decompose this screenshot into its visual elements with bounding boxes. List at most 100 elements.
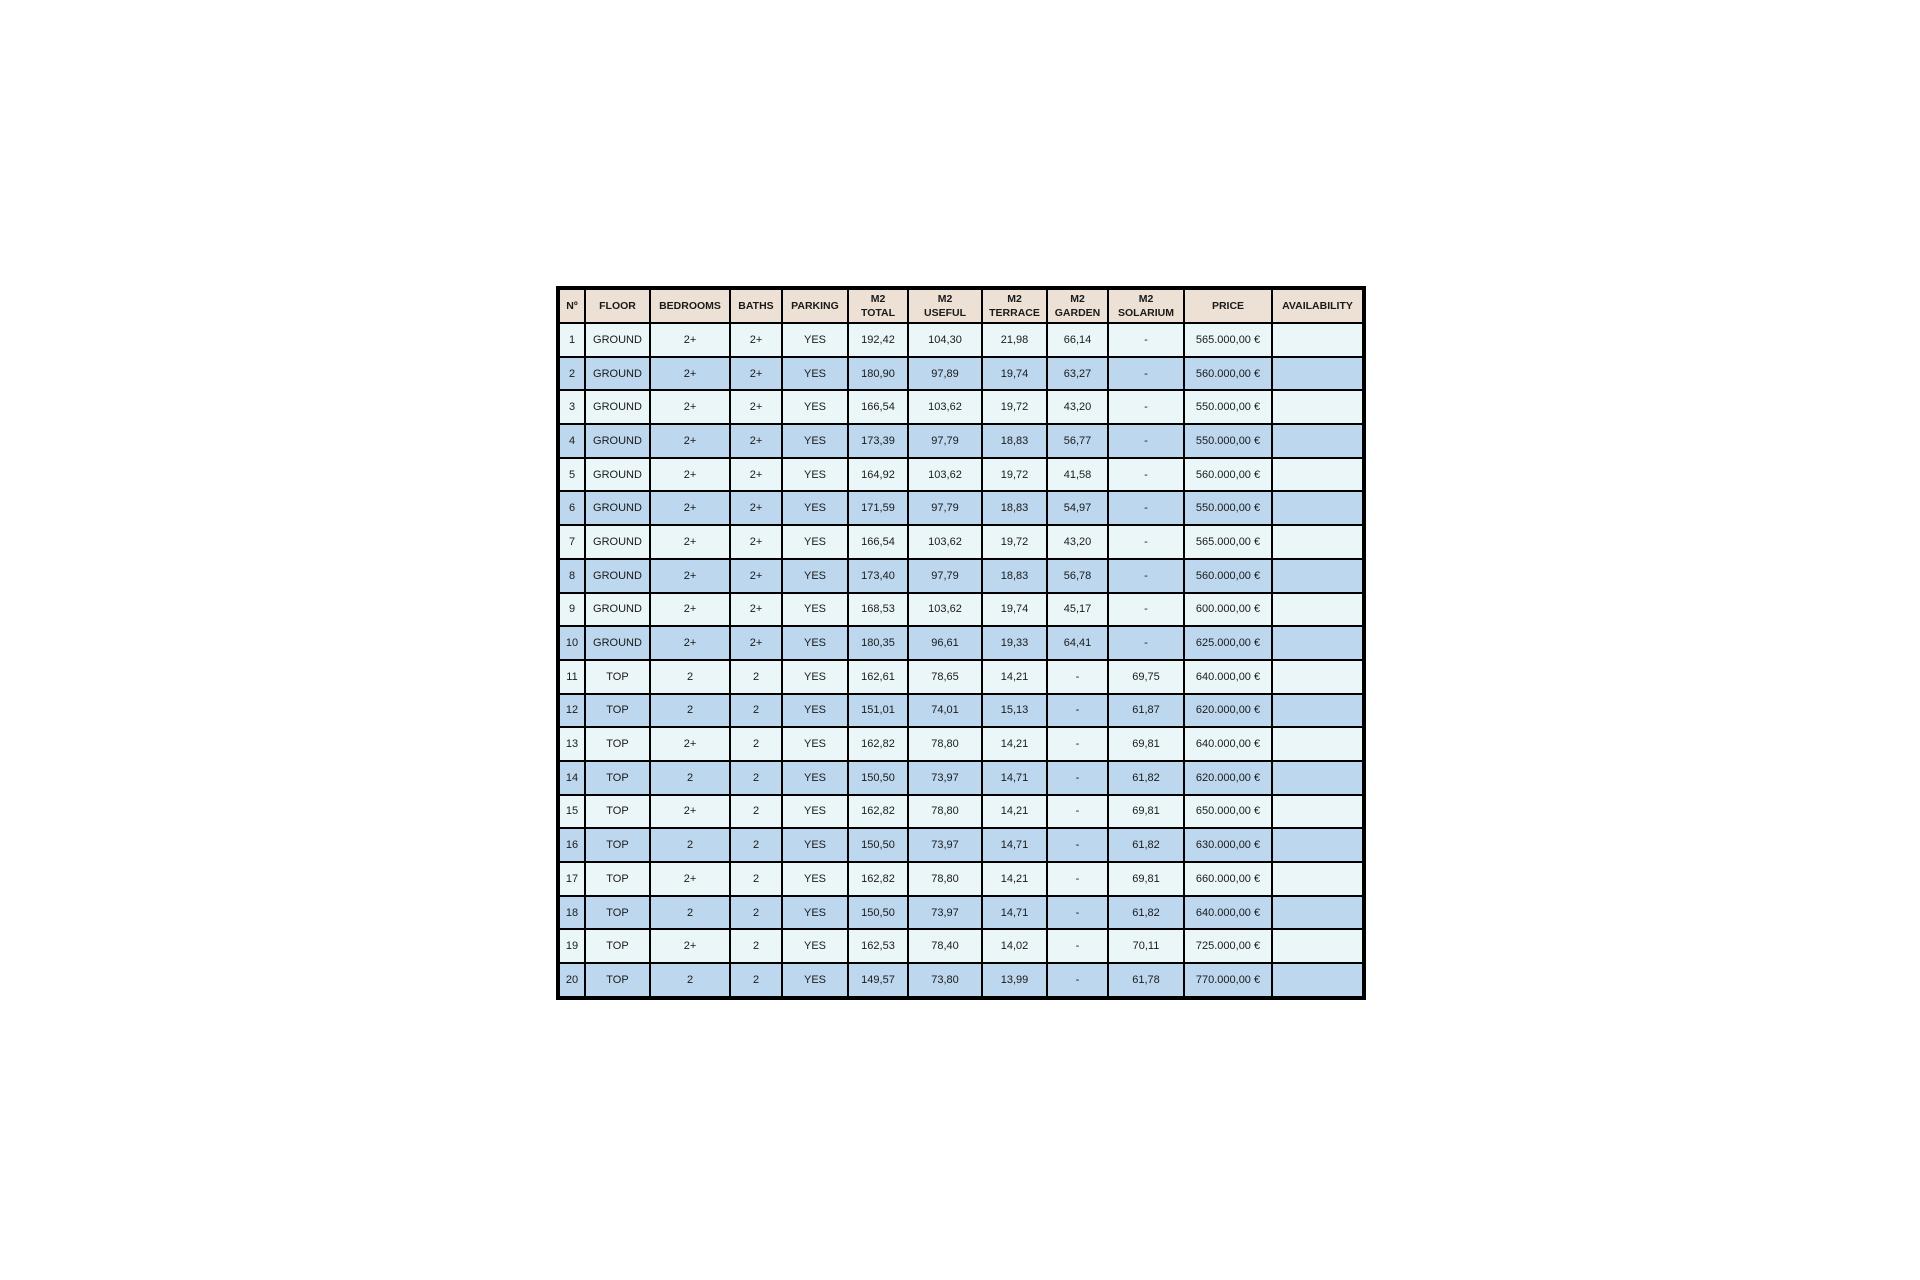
cell-number: 11 [557, 658, 586, 695]
cell-m2-terrace: 14,21 [981, 861, 1048, 897]
cell-m2-garden: - [1046, 894, 1109, 931]
table-row: 5 GROUND 2+ 2+ YES 164,92 103,62 19,72 41,58-560… [557, 456, 1365, 493]
table-row: 19 TOP 2+ 2 YES 162,53 78,40 14,02-70,11 725.000… [557, 928, 1365, 965]
cell-bedrooms: 2+ [649, 423, 731, 459]
header-label: FLOOR [599, 300, 636, 312]
cell-floor: GROUND [584, 423, 651, 459]
cell-m2-useful: 103,62 [907, 524, 983, 560]
cell-availability [1271, 389, 1365, 426]
cell-m2-total: 180,35 [847, 625, 909, 661]
header-availability: AVAILABILITY [1271, 287, 1365, 324]
cell-price: 640.000,00 € [1183, 726, 1273, 762]
cell-m2-terrace: 19,33 [981, 625, 1048, 661]
cell-parking: YES [781, 962, 849, 999]
cell-price: 560.000,00 € [1183, 557, 1273, 594]
cell-price: 650.000,00 € [1183, 793, 1273, 830]
cell-floor: GROUND [584, 355, 651, 392]
header-label: M2 [937, 293, 953, 305]
cell-m2-solarium: 61,82 [1107, 827, 1185, 863]
cell-baths: 2+ [729, 557, 783, 594]
cell-bedrooms: 2+ [649, 928, 731, 965]
table-body: 1 GROUND 2+ 2+ YES 192,42 104,30 21,98 66,14-565… [557, 322, 1365, 999]
cell-m2-garden: - [1046, 658, 1109, 695]
cell-m2-terrace: 18,83 [981, 490, 1048, 527]
cell-m2-terrace: 14,71 [981, 827, 1048, 863]
cell-availability [1271, 726, 1365, 762]
cell-m2-solarium: - [1107, 456, 1185, 493]
table-row: 11 TOP 2 2 YES 162,61 78,65 14,21-69,75 640.000,… [557, 658, 1365, 695]
cell-availability [1271, 591, 1365, 628]
table-row: 9 GROUND 2+ 2+ YES 168,53 103,62 19,74 45,17-600… [557, 591, 1365, 628]
header-label: PRICE [1211, 300, 1245, 312]
cell-m2-terrace: 14,21 [981, 658, 1048, 695]
cell-m2-total: 150,50 [847, 827, 909, 863]
cell-availability [1271, 355, 1365, 392]
cell-m2-useful: 104,30 [907, 322, 983, 358]
cell-m2-solarium: - [1107, 322, 1185, 358]
cell-m2-useful: 73,97 [907, 827, 983, 863]
cell-number: 14 [557, 759, 586, 796]
cell-floor: GROUND [584, 625, 651, 661]
cell-m2-garden: - [1046, 827, 1109, 863]
cell-m2-useful: 103,62 [907, 591, 983, 628]
cell-baths: 2 [729, 928, 783, 965]
cell-m2-solarium: 69,81 [1107, 861, 1185, 897]
header-row: Nº FLOOR BEDROOMS BATHS PARKING M2 TOTAL M2 USEF… [557, 287, 1365, 324]
cell-availability [1271, 423, 1365, 459]
cell-baths: 2 [729, 861, 783, 897]
table-row: 8 GROUND 2+ 2+ YES 173,40 97,79 18,83 56,78-560.… [557, 557, 1365, 594]
cell-number: 3 [557, 389, 586, 426]
header-label: Nº [566, 300, 578, 312]
header-label: USEFUL [924, 307, 966, 319]
cell-price: 550.000,00 € [1183, 423, 1273, 459]
cell-m2-total: 164,92 [847, 456, 909, 493]
cell-parking: YES [781, 894, 849, 931]
cell-number: 4 [557, 423, 586, 459]
cell-m2-solarium: 70,11 [1107, 928, 1185, 965]
cell-baths: 2+ [729, 591, 783, 628]
cell-price: 640.000,00 € [1183, 658, 1273, 695]
cell-baths: 2+ [729, 490, 783, 527]
cell-m2-garden: 54,97 [1046, 490, 1109, 527]
cell-price: 550.000,00 € [1183, 490, 1273, 527]
header-floor: FLOOR [584, 287, 651, 324]
cell-m2-useful: 97,89 [907, 355, 983, 392]
cell-bedrooms: 2 [649, 827, 731, 863]
cell-price: 565.000,00 € [1183, 322, 1273, 358]
cell-parking: YES [781, 827, 849, 863]
cell-m2-garden: 56,78 [1046, 557, 1109, 594]
cell-m2-garden: 66,14 [1046, 322, 1109, 358]
cell-number: 2 [557, 355, 586, 392]
cell-floor: TOP [584, 726, 651, 762]
cell-price: 770.000,00 € [1183, 962, 1273, 999]
cell-m2-solarium: - [1107, 591, 1185, 628]
cell-m2-garden: - [1046, 793, 1109, 830]
header-label: TOTAL [860, 307, 896, 319]
cell-m2-solarium: - [1107, 355, 1185, 392]
cell-parking: YES [781, 928, 849, 965]
cell-bedrooms: 2 [649, 658, 731, 695]
cell-number: 7 [557, 524, 586, 560]
cell-baths: 2+ [729, 389, 783, 426]
header-m2-terrace: M2 TERRACE [981, 287, 1048, 324]
table-row: 20 TOP 2 2 YES 149,57 73,80 13,99-61,78 770.000,… [557, 962, 1365, 999]
header-label: TERRACE [989, 307, 1040, 319]
cell-m2-total: 168,53 [847, 591, 909, 628]
cell-m2-total: 150,50 [847, 759, 909, 796]
cell-parking: YES [781, 456, 849, 493]
cell-floor: TOP [584, 962, 651, 999]
cell-m2-garden: - [1046, 928, 1109, 965]
cell-m2-useful: 96,61 [907, 625, 983, 661]
cell-bedrooms: 2+ [649, 625, 731, 661]
header-m2-solarium: M2 SOLARIUM [1107, 287, 1185, 324]
cell-bedrooms: 2+ [649, 456, 731, 493]
table-row: 18 TOP 2 2 YES 150,50 73,97 14,71-61,82 640.000,… [557, 894, 1365, 931]
cell-m2-useful: 73,97 [907, 759, 983, 796]
cell-price: 620.000,00 € [1183, 759, 1273, 796]
cell-price: 600.000,00 € [1183, 591, 1273, 628]
cell-baths: 2 [729, 692, 783, 729]
cell-baths: 2 [729, 793, 783, 830]
cell-price: 625.000,00 € [1183, 625, 1273, 661]
header-m2-garden: M2 GARDEN [1046, 287, 1109, 324]
cell-m2-useful: 78,65 [907, 658, 983, 695]
